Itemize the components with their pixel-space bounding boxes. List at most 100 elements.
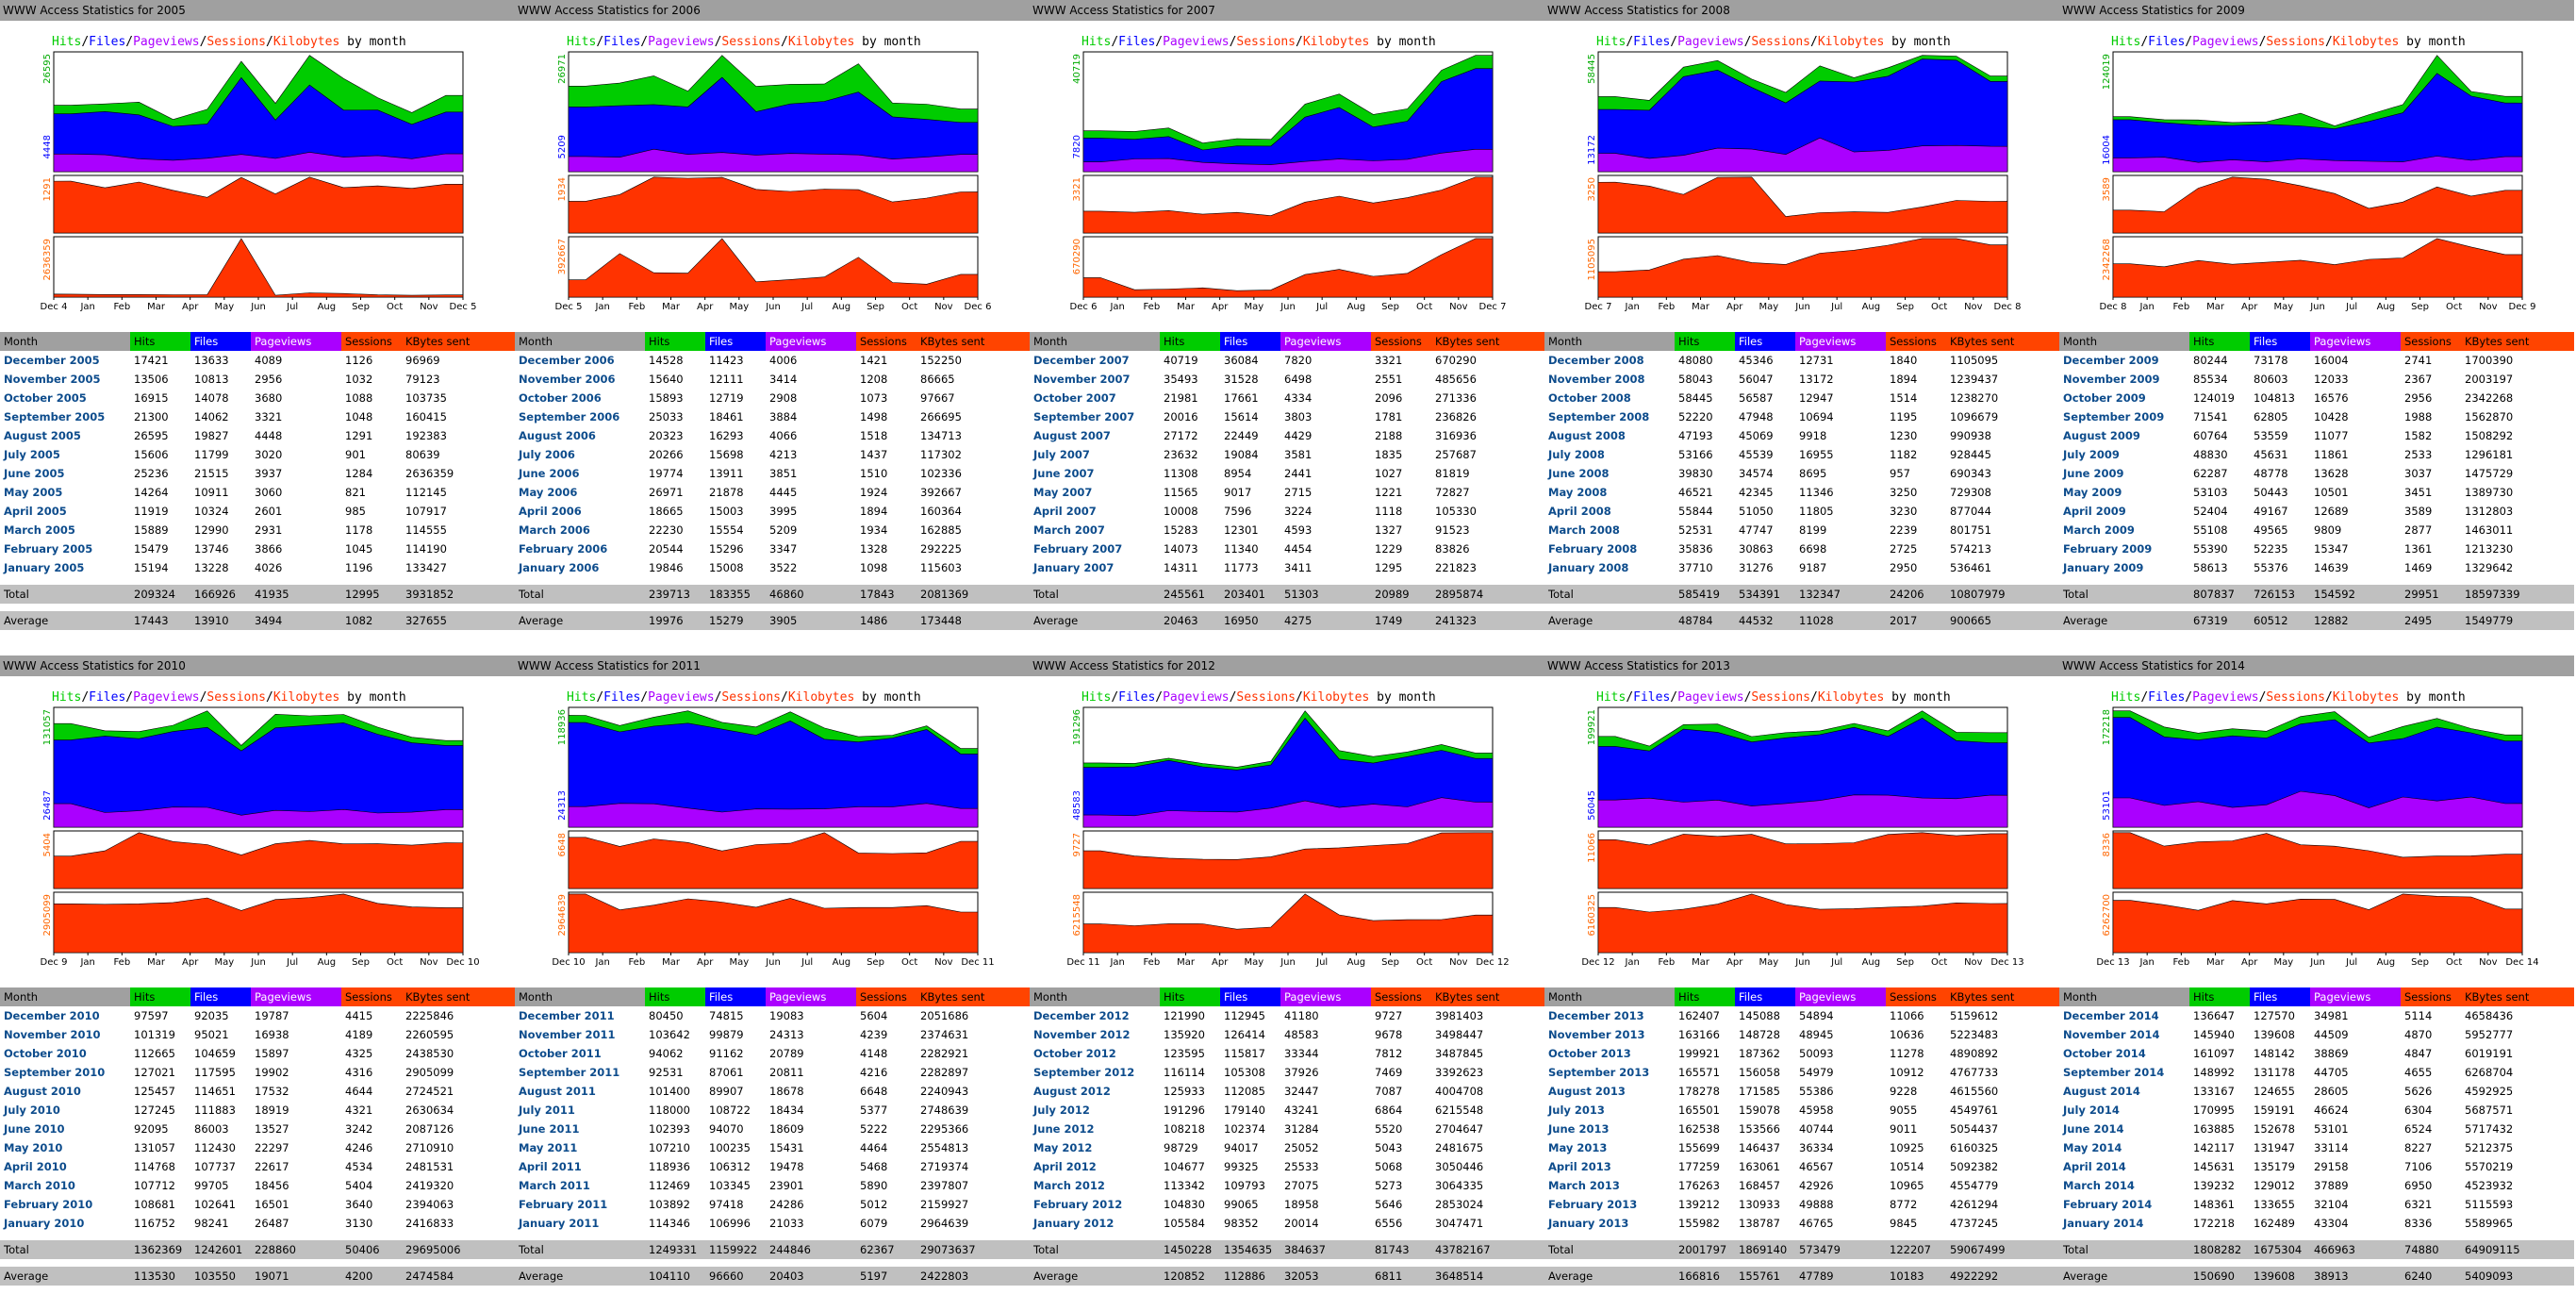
month-link[interactable]: June 2011 xyxy=(519,1122,580,1136)
month-link[interactable]: December 2010 xyxy=(4,1009,100,1022)
month-link[interactable]: April 2010 xyxy=(4,1160,67,1173)
month-link[interactable]: July 2011 xyxy=(519,1104,575,1117)
month-link[interactable]: June 2012 xyxy=(1033,1122,1095,1136)
month-link[interactable]: November 2008 xyxy=(1548,373,1645,386)
month-link[interactable]: January 2011 xyxy=(519,1217,600,1230)
month-link[interactable]: June 2013 xyxy=(1548,1122,1610,1136)
month-link[interactable]: June 2010 xyxy=(4,1122,65,1136)
month-link[interactable]: October 2006 xyxy=(519,391,602,405)
month-link[interactable]: March 2008 xyxy=(1548,523,1620,537)
month-link[interactable]: March 2013 xyxy=(1548,1179,1620,1192)
month-link[interactable]: June 2009 xyxy=(2063,467,2124,480)
month-link[interactable]: March 2012 xyxy=(1033,1179,1105,1192)
month-link[interactable]: November 2014 xyxy=(2063,1028,2160,1041)
month-link[interactable]: January 2006 xyxy=(519,561,600,574)
month-link[interactable]: April 2014 xyxy=(2063,1160,2126,1173)
month-link[interactable]: September 2014 xyxy=(2063,1066,2165,1079)
month-link[interactable]: July 2013 xyxy=(1548,1104,1605,1117)
month-link[interactable]: March 2011 xyxy=(519,1179,590,1192)
month-link[interactable]: June 2007 xyxy=(1033,467,1095,480)
month-link[interactable]: February 2005 xyxy=(4,542,93,556)
month-link[interactable]: July 2006 xyxy=(519,448,575,461)
month-link[interactable]: February 2008 xyxy=(1548,542,1638,556)
month-link[interactable]: August 2005 xyxy=(4,429,81,442)
month-link[interactable]: March 2005 xyxy=(4,523,75,537)
month-link[interactable]: May 2010 xyxy=(4,1141,63,1154)
month-link[interactable]: September 2012 xyxy=(1033,1066,1135,1079)
month-link[interactable]: March 2009 xyxy=(2063,523,2135,537)
month-link[interactable]: January 2014 xyxy=(2063,1217,2144,1230)
month-link[interactable]: December 2014 xyxy=(2063,1009,2159,1022)
month-link[interactable]: October 2012 xyxy=(1033,1047,1116,1060)
month-link[interactable]: September 2009 xyxy=(2063,410,2165,423)
month-link[interactable]: May 2007 xyxy=(1033,486,1093,499)
month-link[interactable]: April 2007 xyxy=(1033,505,1097,518)
month-link[interactable]: July 2014 xyxy=(2063,1104,2120,1117)
month-link[interactable]: October 2007 xyxy=(1033,391,1116,405)
month-link[interactable]: April 2006 xyxy=(519,505,582,518)
month-link[interactable]: November 2006 xyxy=(519,373,616,386)
month-link[interactable]: August 2013 xyxy=(1548,1085,1626,1098)
month-link[interactable]: May 2008 xyxy=(1548,486,1608,499)
month-link[interactable]: August 2010 xyxy=(4,1085,81,1098)
month-link[interactable]: December 2008 xyxy=(1548,354,1644,367)
month-link[interactable]: August 2006 xyxy=(519,429,596,442)
month-link[interactable]: April 2011 xyxy=(519,1160,582,1173)
month-link[interactable]: April 2005 xyxy=(4,505,67,518)
month-link[interactable]: May 2014 xyxy=(2063,1141,2122,1154)
month-link[interactable]: February 2012 xyxy=(1033,1198,1123,1211)
month-link[interactable]: January 2013 xyxy=(1548,1217,1629,1230)
month-link[interactable]: May 2011 xyxy=(519,1141,578,1154)
month-link[interactable]: February 2014 xyxy=(2063,1198,2153,1211)
month-link[interactable]: August 2012 xyxy=(1033,1085,1111,1098)
month-link[interactable]: January 2010 xyxy=(4,1217,85,1230)
month-link[interactable]: February 2006 xyxy=(519,542,608,556)
month-link[interactable]: January 2007 xyxy=(1033,561,1115,574)
month-link[interactable]: November 2012 xyxy=(1033,1028,1131,1041)
month-link[interactable]: December 2012 xyxy=(1033,1009,1130,1022)
month-link[interactable]: December 2013 xyxy=(1548,1009,1644,1022)
month-link[interactable]: April 2013 xyxy=(1548,1160,1611,1173)
month-link[interactable]: January 2009 xyxy=(2063,561,2144,574)
month-link[interactable]: September 2007 xyxy=(1033,410,1135,423)
month-link[interactable]: February 2013 xyxy=(1548,1198,1638,1211)
month-link[interactable]: August 2007 xyxy=(1033,429,1111,442)
month-link[interactable]: July 2005 xyxy=(4,448,60,461)
month-link[interactable]: May 2013 xyxy=(1548,1141,1608,1154)
month-link[interactable]: March 2006 xyxy=(519,523,590,537)
month-link[interactable]: October 2005 xyxy=(4,391,87,405)
month-link[interactable]: October 2009 xyxy=(2063,391,2146,405)
month-link[interactable]: May 2005 xyxy=(4,486,63,499)
month-link[interactable]: February 2009 xyxy=(2063,542,2153,556)
month-link[interactable]: December 2009 xyxy=(2063,354,2159,367)
month-link[interactable]: February 2010 xyxy=(4,1198,93,1211)
month-link[interactable]: September 2006 xyxy=(519,410,620,423)
month-link[interactable]: August 2009 xyxy=(2063,429,2140,442)
month-link[interactable]: April 2012 xyxy=(1033,1160,1097,1173)
month-link[interactable]: November 2007 xyxy=(1033,373,1131,386)
month-link[interactable]: May 2009 xyxy=(2063,486,2122,499)
month-link[interactable]: July 2009 xyxy=(2063,448,2120,461)
month-link[interactable]: August 2014 xyxy=(2063,1085,2140,1098)
month-link[interactable]: March 2007 xyxy=(1033,523,1105,537)
month-link[interactable]: July 2010 xyxy=(4,1104,60,1117)
month-link[interactable]: August 2008 xyxy=(1548,429,1626,442)
month-link[interactable]: September 2011 xyxy=(519,1066,620,1079)
month-link[interactable]: June 2014 xyxy=(2063,1122,2124,1136)
month-link[interactable]: February 2007 xyxy=(1033,542,1123,556)
month-link[interactable]: October 2014 xyxy=(2063,1047,2146,1060)
month-link[interactable]: November 2013 xyxy=(1548,1028,1645,1041)
month-link[interactable]: May 2006 xyxy=(519,486,578,499)
month-link[interactable]: October 2013 xyxy=(1548,1047,1631,1060)
month-link[interactable]: June 2005 xyxy=(4,467,65,480)
month-link[interactable]: October 2011 xyxy=(519,1047,602,1060)
month-link[interactable]: December 2007 xyxy=(1033,354,1130,367)
month-link[interactable]: July 2012 xyxy=(1033,1104,1090,1117)
month-link[interactable]: December 2006 xyxy=(519,354,615,367)
month-link[interactable]: June 2006 xyxy=(519,467,580,480)
month-link[interactable]: April 2009 xyxy=(2063,505,2126,518)
month-link[interactable]: November 2011 xyxy=(519,1028,616,1041)
month-link[interactable]: September 2005 xyxy=(4,410,106,423)
month-link[interactable]: October 2008 xyxy=(1548,391,1631,405)
month-link[interactable]: January 2012 xyxy=(1033,1217,1115,1230)
